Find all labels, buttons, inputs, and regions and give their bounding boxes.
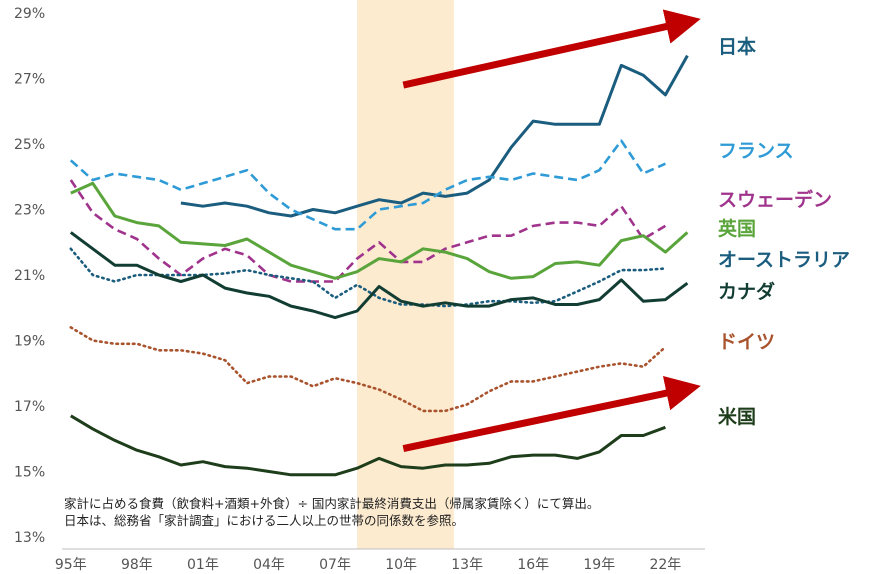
highlight-band — [357, 0, 454, 549]
footnote: 家計に占める食費（飲食料+酒類+外食）÷ 国内家計最終消費支出（帰属家賃除く）に… — [64, 496, 599, 528]
y-tick-label: 21% — [14, 268, 45, 284]
footnote-line-1: 家計に占める食費（飲食料+酒類+外食）÷ 国内家計最終消費支出（帰属家賃除く）に… — [64, 496, 599, 511]
trend-arrow-layer — [402, 9, 701, 452]
y-tick-label: 17% — [14, 399, 45, 415]
series-label-australia: オーストラリア — [718, 249, 850, 271]
y-tick-label: 15% — [14, 465, 45, 481]
x-tick-label: 13年 — [451, 557, 483, 573]
series-layer — [69, 54, 689, 477]
x-tick-label: 16年 — [517, 557, 549, 573]
series-line-canada — [69, 231, 689, 320]
x-tick-label: 19年 — [583, 557, 615, 573]
x-tick-label: 98年 — [121, 557, 153, 573]
upper-trend-arrow — [402, 9, 701, 89]
series-label-sweden: スウェーデン — [718, 188, 832, 211]
x-tick-label: 10年 — [385, 557, 417, 573]
series-label-canada: カナダ — [718, 280, 775, 303]
lower-trend-arrow — [402, 375, 701, 452]
series-label-germany: ドイツ — [718, 331, 775, 353]
series-label-usa: 米国 — [718, 405, 756, 428]
x-tick-label: 07年 — [319, 557, 351, 573]
y-tick-label: 23% — [14, 203, 45, 219]
series-label-japan: 日本 — [718, 35, 756, 58]
y-tick-label: 29% — [14, 6, 45, 22]
footnote-line-2: 日本は、総務省「家計調査」における二人以上の世帯の同係数を参照。 — [64, 513, 464, 528]
series-line-usa — [70, 414, 666, 477]
x-tick-label: 01年 — [187, 557, 219, 573]
y-tick-label: 13% — [14, 530, 45, 546]
series-line-australia — [69, 247, 667, 308]
x-tick-label: 04年 — [253, 557, 285, 573]
y-tick-label: 25% — [14, 137, 45, 153]
series-line-uk — [70, 181, 689, 280]
series-label-layer: 日本 フランス スウェーデン 英国 オーストラリア カナダ ドイツ 米国 — [718, 35, 850, 428]
series-line-japan — [180, 54, 689, 218]
series-label-uk: 英国 — [718, 217, 756, 240]
y-tick-label: 19% — [14, 334, 45, 350]
series-label-france: フランス — [718, 140, 794, 162]
series-line-germany — [69, 326, 667, 413]
x-tick-label: 95年 — [55, 557, 87, 573]
x-tick-label: 22年 — [649, 557, 681, 573]
axis-layer: 13% 15% 17% 19% 21% 23% 25% 27% 29% 95年 98年 01年 04年 0… — [14, 6, 705, 573]
series-line-sweden — [69, 179, 667, 283]
y-tick-label: 27% — [14, 72, 45, 88]
highlight-band-layer — [357, 0, 454, 549]
